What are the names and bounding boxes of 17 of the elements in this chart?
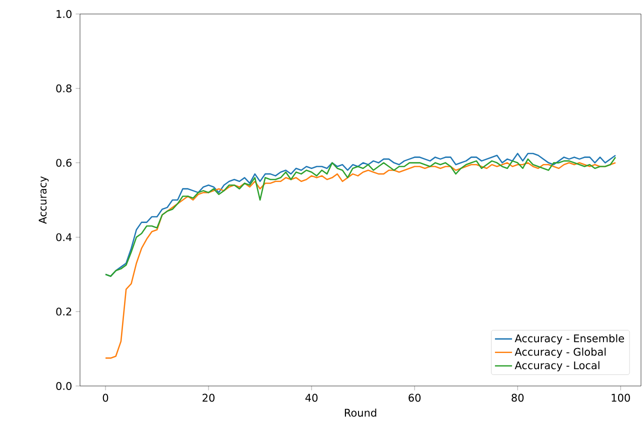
legend-label: Accuracy - Global	[514, 348, 606, 358]
x-tick-label: 80	[512, 394, 524, 402]
y-tick-label: 0.6	[56, 158, 72, 167]
x-tick-label: 20	[202, 394, 215, 402]
x-axis-title: Round	[344, 408, 376, 417]
y-tick-label: 0.0	[56, 382, 72, 390]
legend-label: Accuracy - Local	[514, 361, 600, 372]
x-tick-label: 40	[305, 394, 318, 402]
legend-label: Accuracy - Ensemble	[514, 334, 624, 344]
x-tick-label: 60	[408, 394, 421, 402]
x-tick-label: 0	[102, 394, 108, 402]
y-axis-title: Accuracy	[38, 176, 49, 224]
y-tick-label: 0.4	[56, 233, 72, 242]
y-tick-label: 1.0	[56, 10, 72, 18]
y-tick-label: 0.2	[56, 308, 72, 316]
x-tick-label: 100	[612, 394, 630, 402]
y-tick-label: 0.8	[56, 84, 72, 92]
